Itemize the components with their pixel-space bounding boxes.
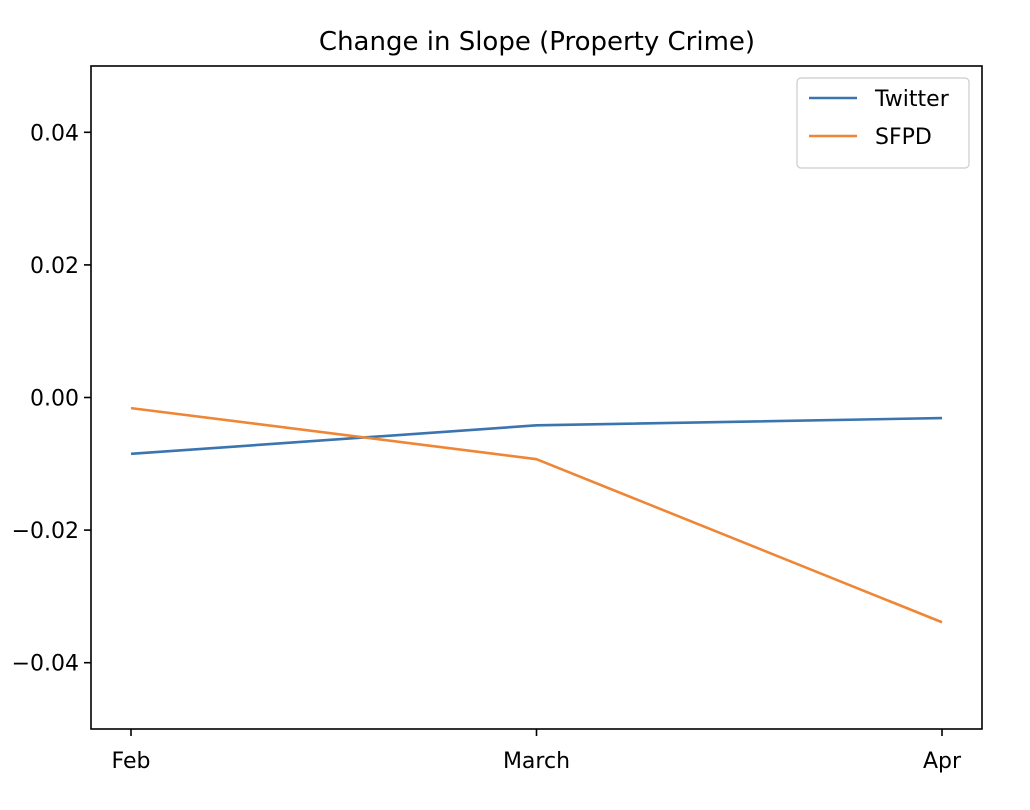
legend-label-twitter: Twitter <box>874 87 950 112</box>
y-tick-label: 0.04 <box>30 121 79 146</box>
series-line-twitter <box>130 416 943 456</box>
legend: Twitter SFPD <box>796 77 970 169</box>
x-tick-label: Apr <box>923 749 962 774</box>
x-tick-label: March <box>503 749 570 774</box>
chart-title: Change in Slope (Property Crime) <box>319 27 755 57</box>
legend-label-sfpd: SFPD <box>875 125 932 150</box>
x-tick-label: Feb <box>112 749 151 774</box>
series-line-sfpd <box>130 406 943 624</box>
legend-box <box>796 77 970 169</box>
y-tick-label: 0.00 <box>30 387 79 412</box>
plot-frame <box>90 65 983 730</box>
plot-layer: −0.04 −0.02 0.00 0.02 0.04 Feb March Apr <box>12 121 962 774</box>
y-tick-label: 0.02 <box>30 254 79 279</box>
y-tick-label: −0.04 <box>12 652 79 677</box>
y-tick-label: −0.02 <box>12 519 79 544</box>
